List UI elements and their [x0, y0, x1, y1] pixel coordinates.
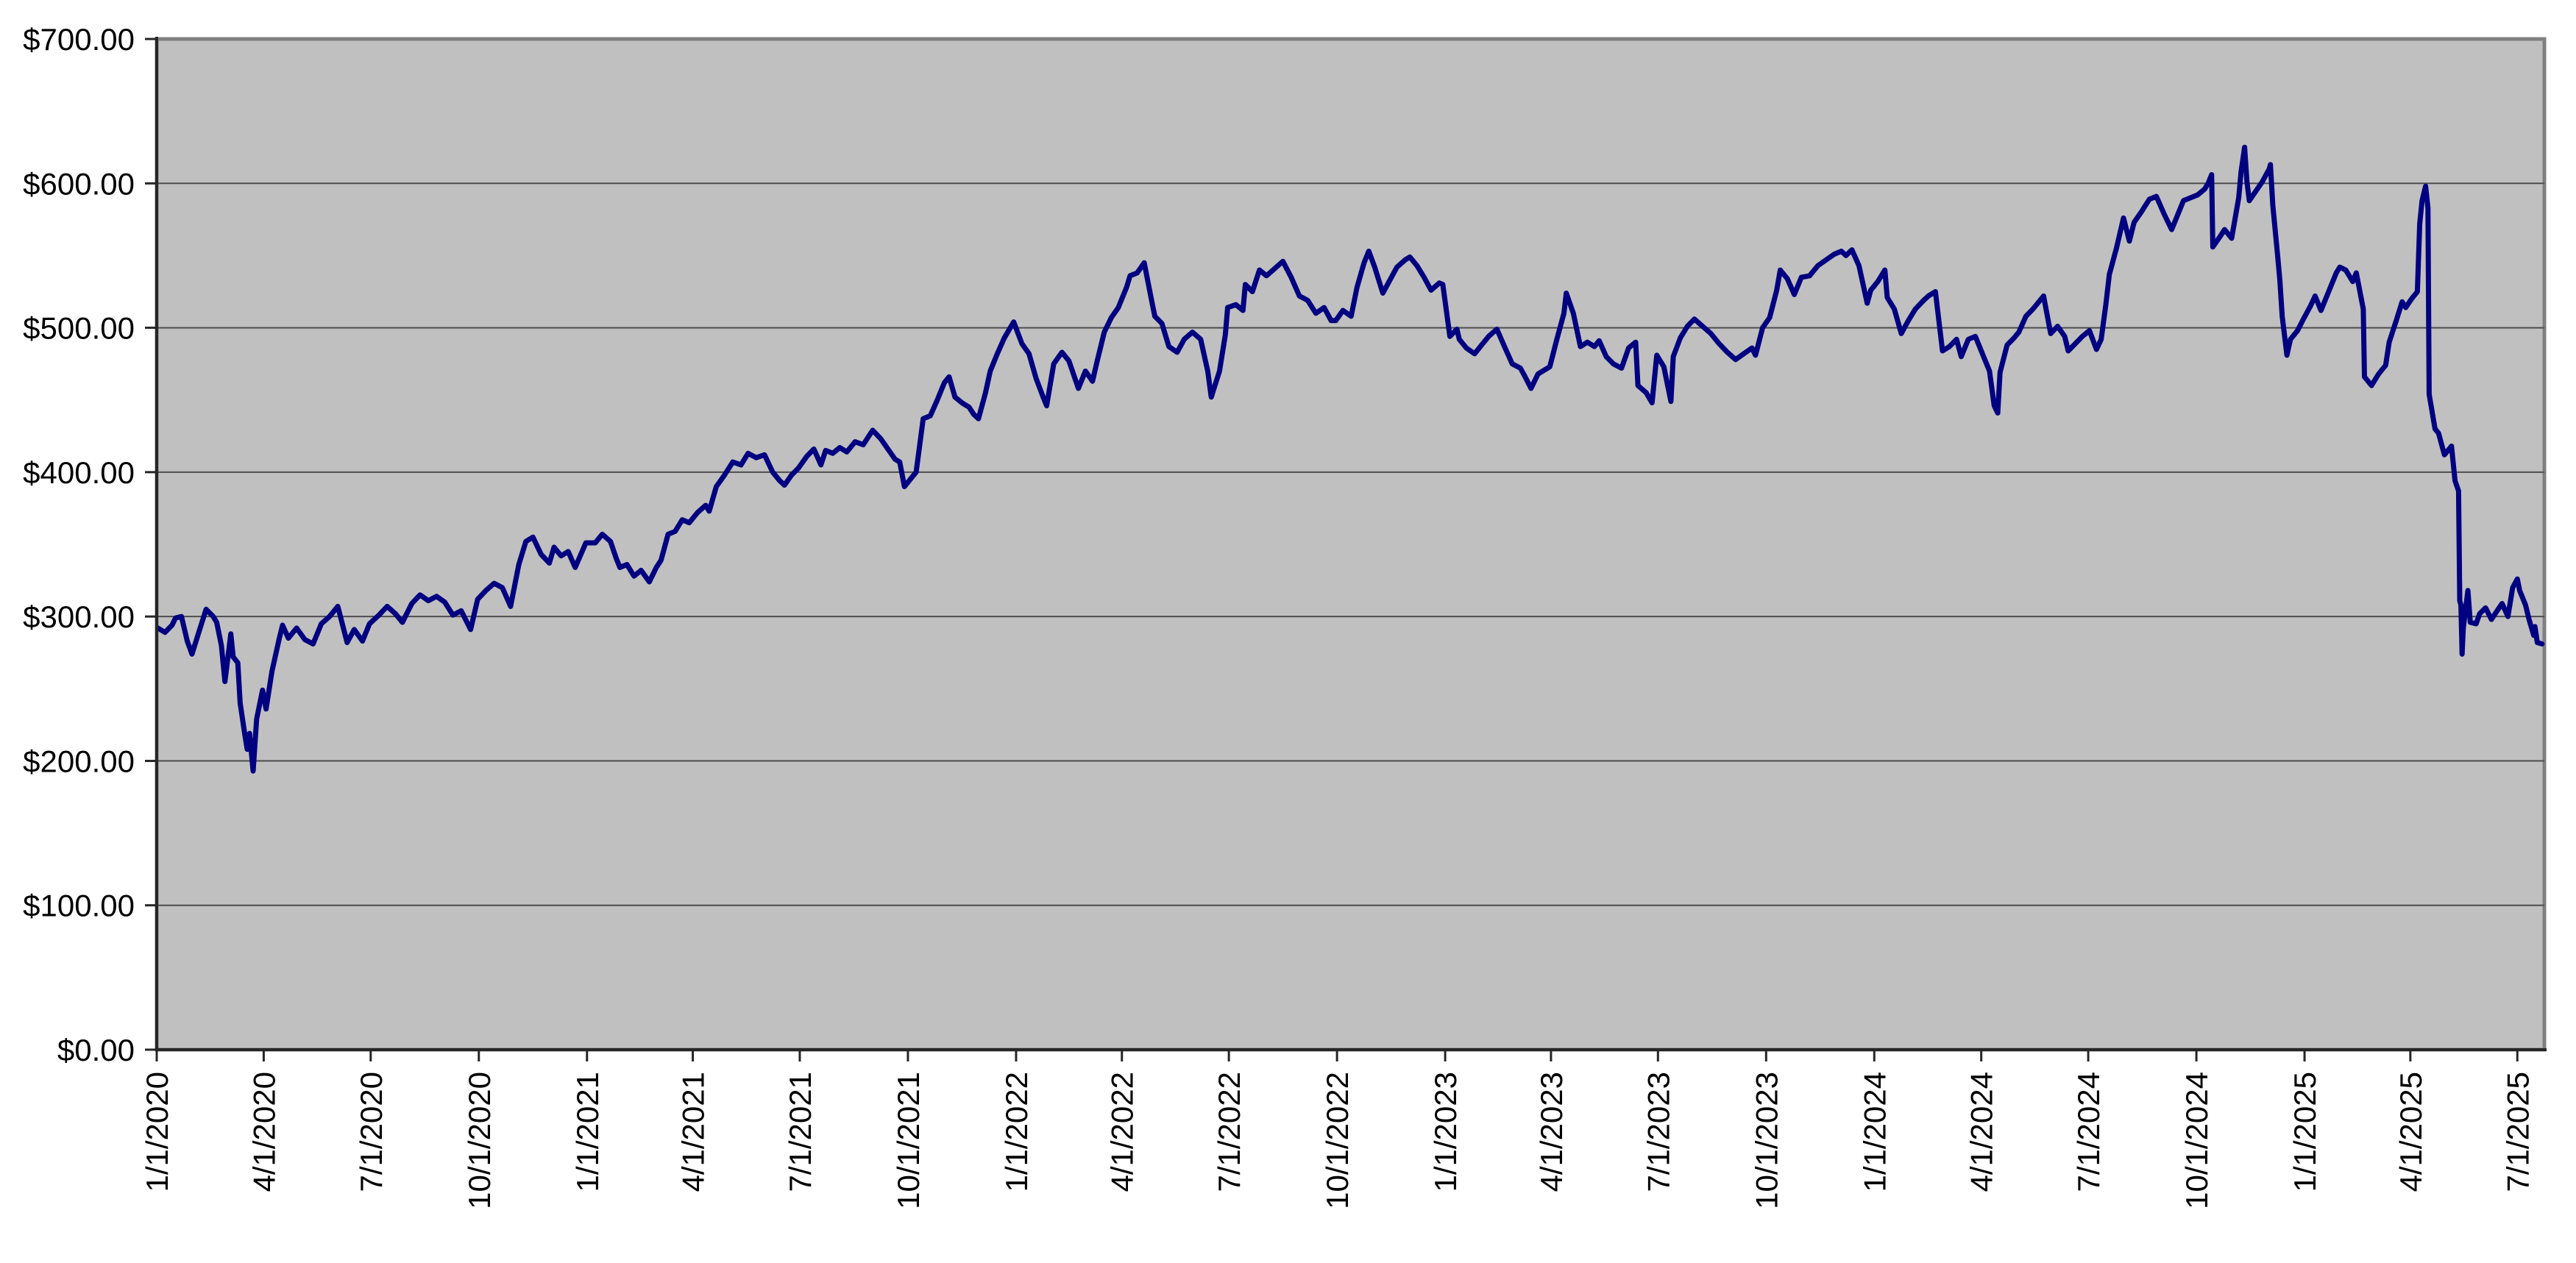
y-axis-label: $0.00	[57, 1033, 135, 1067]
x-axis-label: 4/1/2024	[1965, 1072, 1999, 1192]
x-axis-label: 1/1/2025	[2288, 1072, 2322, 1192]
plot-area	[155, 37, 2547, 1052]
y-axis-label: $500.00	[23, 311, 135, 346]
y-axis-label: $700.00	[23, 22, 135, 57]
x-axis-label: 7/1/2020	[354, 1072, 388, 1192]
x-axis-label: 7/1/2024	[2071, 1072, 2106, 1192]
x-axis-label: 1/1/2022	[999, 1072, 1034, 1192]
x-axis-label: 1/1/2024	[1857, 1072, 1892, 1192]
x-axis-label: 4/1/2023	[1534, 1072, 1569, 1192]
y-axis-label: $200.00	[23, 744, 135, 778]
x-axis-label: 1/1/2020	[140, 1072, 174, 1192]
x-axis-label: 10/1/2024	[2179, 1072, 2214, 1209]
y-axis-label: $100.00	[23, 889, 135, 923]
x-axis-label: 10/1/2020	[462, 1072, 497, 1209]
x-axis-label: 1/1/2021	[570, 1072, 605, 1192]
x-axis-label: 10/1/2022	[1320, 1072, 1355, 1209]
x-axis-label: 4/1/2025	[2394, 1072, 2428, 1192]
x-axis-label: 1/1/2023	[1428, 1072, 1463, 1192]
x-axis-label: 7/1/2025	[2500, 1072, 2535, 1192]
x-axis-label: 10/1/2021	[891, 1072, 926, 1209]
x-axis-label: 10/1/2023	[1749, 1072, 1784, 1209]
x-axis-label: 4/1/2021	[676, 1072, 711, 1192]
y-axis-label: $300.00	[23, 600, 135, 634]
price-line-series	[155, 144, 2545, 774]
x-axis-label: 4/1/2020	[246, 1072, 281, 1192]
x-axis-label: 7/1/2022	[1212, 1072, 1246, 1192]
y-axis-label: $600.00	[23, 166, 135, 201]
x-axis-label: 7/1/2021	[783, 1072, 817, 1192]
x-axis-label: 7/1/2023	[1641, 1072, 1675, 1192]
y-axis-label: $400.00	[23, 455, 135, 490]
x-axis-label: 4/1/2022	[1105, 1072, 1140, 1192]
